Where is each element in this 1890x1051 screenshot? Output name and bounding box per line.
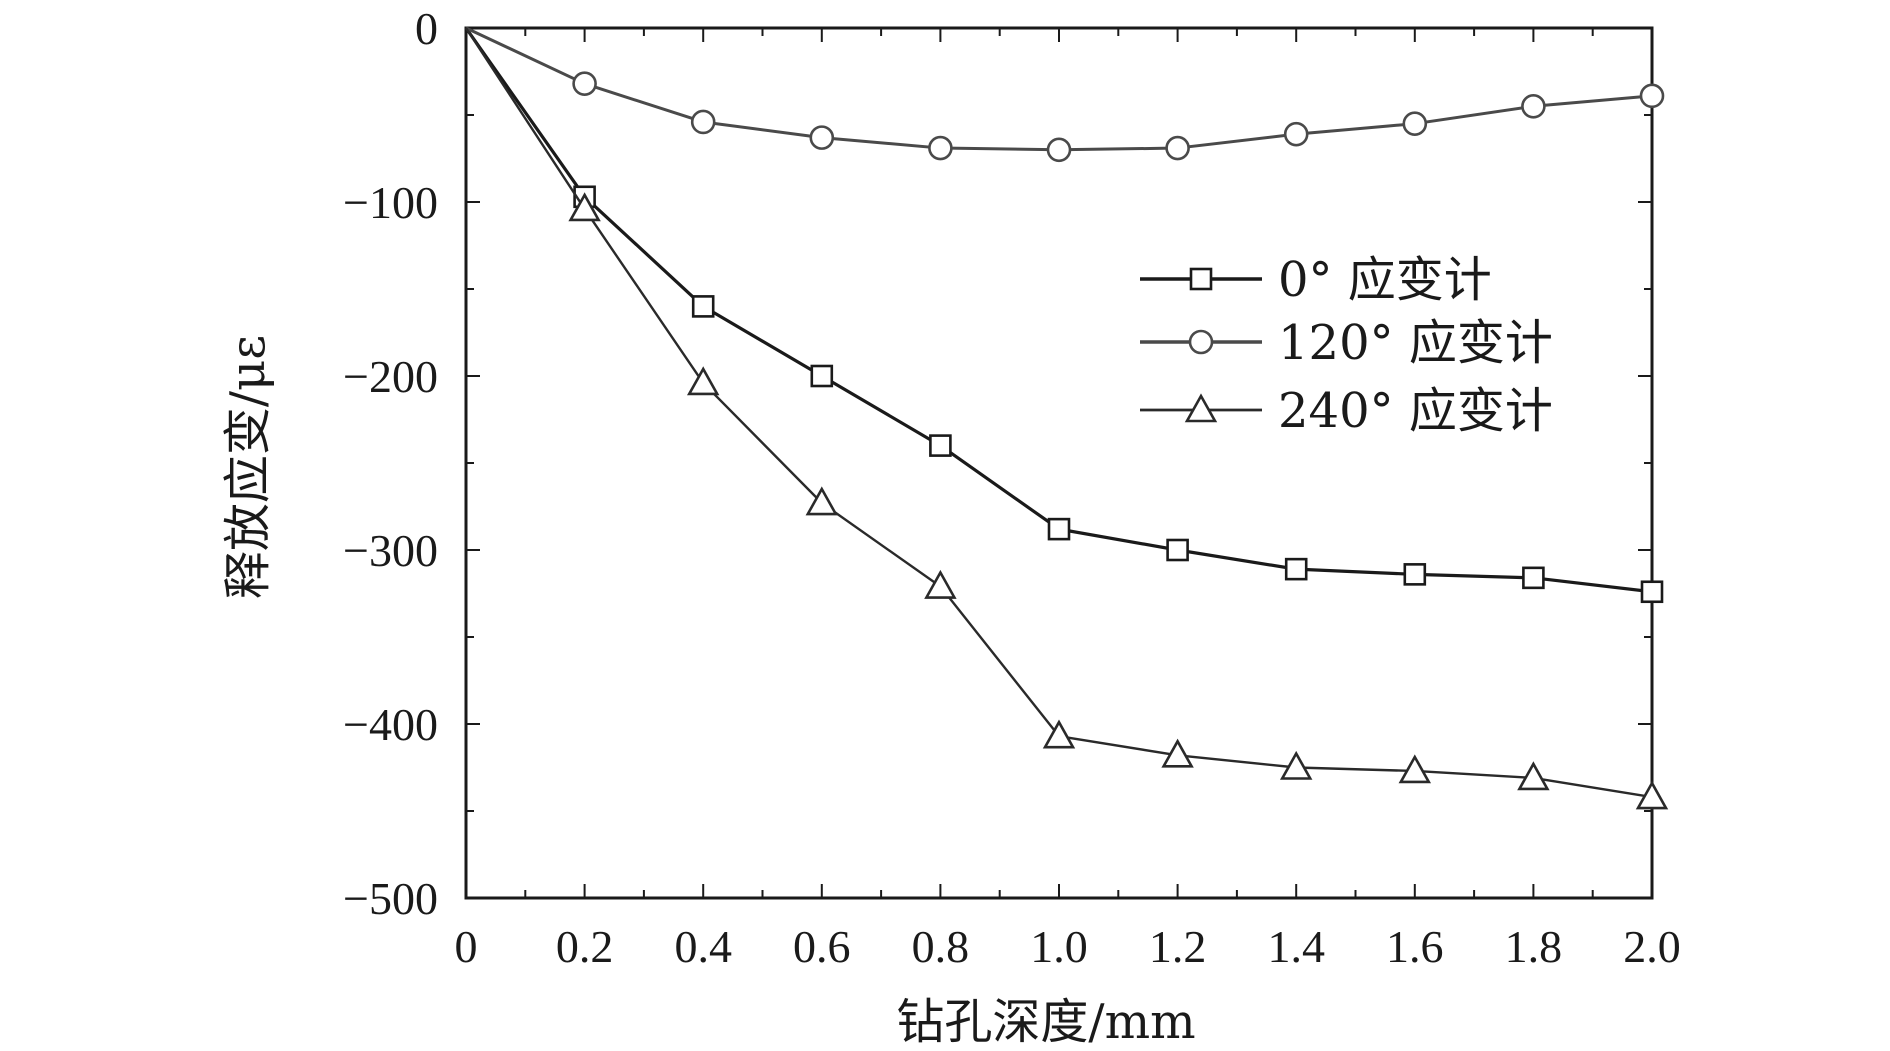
data-point-triangle xyxy=(1398,754,1432,784)
data-point-circle xyxy=(690,109,716,135)
y-tick-label: −500 xyxy=(343,873,438,924)
data-point-triangle xyxy=(1042,719,1076,749)
legend-marker xyxy=(1188,329,1214,355)
x-tick-label: 1.6 xyxy=(1386,921,1444,972)
data-point-triangle xyxy=(686,366,720,396)
data-point-circle xyxy=(928,135,953,161)
data-point-square xyxy=(1047,517,1071,541)
x-tick-label: 0.8 xyxy=(912,921,970,972)
x-tick-label: 0 xyxy=(455,921,478,972)
x-tick-label: 0.2 xyxy=(556,921,614,972)
data-point-square xyxy=(1403,563,1427,586)
data-point-circle xyxy=(1046,137,1072,163)
series-square xyxy=(464,27,1664,604)
legend-entry-triangle: 240° 应变计 xyxy=(1140,383,1553,439)
data-point-square xyxy=(1522,566,1545,590)
data-point-triangle xyxy=(1635,780,1669,810)
data-point-triangle xyxy=(568,192,601,222)
y-tick-label: −400 xyxy=(343,699,438,750)
data-point-square xyxy=(1284,557,1308,581)
legend-marker xyxy=(1184,393,1218,423)
data-point-square xyxy=(1640,580,1664,604)
y-tick-label: 0 xyxy=(415,3,438,54)
x-tick-label: 1.8 xyxy=(1505,921,1563,972)
legend-label: 120° 应变计 xyxy=(1278,315,1553,371)
legend-label: 0° 应变计 xyxy=(1278,252,1492,308)
y-tick-label: −100 xyxy=(343,177,438,228)
x-tick-label: 1.2 xyxy=(1149,921,1207,972)
data-point-circle xyxy=(1165,135,1190,161)
y-axis-title: 释放应变/με xyxy=(220,335,276,599)
data-point-circle xyxy=(1521,94,1546,119)
y-tick-label: −200 xyxy=(343,351,438,402)
x-axis-title: 钻孔深度/mm xyxy=(896,994,1195,1050)
x-tick-label: 1.4 xyxy=(1267,921,1325,972)
series-triangle xyxy=(464,27,1669,810)
x-tick-label: 0.6 xyxy=(793,921,851,972)
data-point-circle xyxy=(1402,111,1428,136)
data-point-square xyxy=(691,295,715,318)
x-tick-label: 0.4 xyxy=(674,921,732,972)
data-point-circle xyxy=(572,71,597,96)
data-point-square xyxy=(1166,538,1189,562)
plot-frame xyxy=(464,26,1654,900)
data-point-triangle xyxy=(1517,761,1550,791)
data-point-triangle xyxy=(1279,750,1313,780)
legend-entry-circle: 120° 应变计 xyxy=(1140,315,1553,371)
x-tick-label: 2.0 xyxy=(1623,921,1681,972)
data-point-circle xyxy=(1283,121,1309,147)
x-tick-label: 1.0 xyxy=(1030,921,1088,972)
series-circle xyxy=(465,26,1665,163)
data-point-triangle xyxy=(1161,738,1194,768)
y-tick-label: −300 xyxy=(343,525,438,576)
data-point-circle xyxy=(809,125,835,150)
legend-marker xyxy=(1189,267,1213,291)
series-line-circle xyxy=(465,26,1653,152)
data-point-square xyxy=(929,434,952,457)
data-point-triangle xyxy=(924,569,957,599)
data-point-triangle xyxy=(805,486,839,516)
data-point-circle xyxy=(1639,83,1665,109)
series-line-square xyxy=(464,27,1653,594)
legend-label: 240° 应变计 xyxy=(1278,383,1553,439)
data-point-square xyxy=(810,364,834,388)
legend-entry-square: 0° 应变计 xyxy=(1140,252,1492,308)
